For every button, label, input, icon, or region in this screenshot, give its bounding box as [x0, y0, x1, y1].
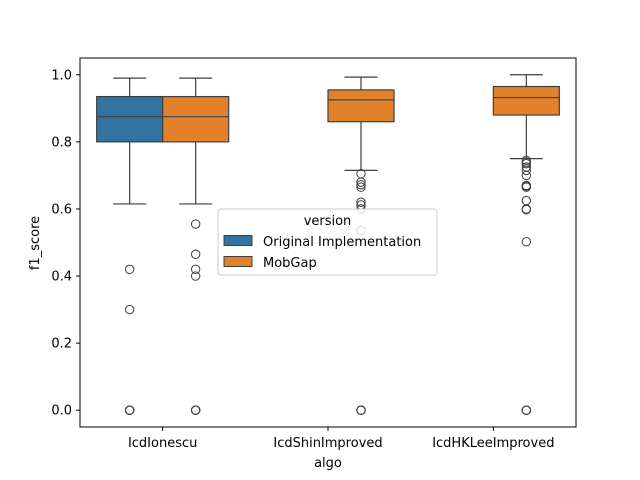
outlier-point: [356, 405, 366, 415]
x-tick-label: IcdIonescu: [128, 436, 197, 451]
outlier-point: [521, 170, 532, 181]
outlier-point: [190, 249, 201, 259]
outlier-point: [356, 182, 366, 192]
outlier-point: [356, 177, 366, 187]
outlier-point: [521, 237, 532, 247]
box-mobgap-icdshinimproved: [327, 89, 395, 123]
plot-area: [96, 74, 560, 415]
outlier-point: [190, 264, 201, 275]
outlier-point: [356, 180, 366, 190]
outlier-point: [124, 264, 135, 275]
y-tick-label: 0.8: [51, 135, 72, 150]
legend-swatch-mobgap: [223, 256, 253, 267]
box-original-implementation-icdionescu: [96, 95, 164, 143]
y-tick-label: 1.0: [51, 68, 72, 83]
y-tick-label: 0.6: [51, 202, 72, 217]
legend-swatch-original-implementation: [223, 235, 253, 246]
box-mobgap-icdhkleeimproved: [492, 85, 560, 116]
outlier-point: [521, 182, 532, 192]
legend-label-original-implementation: Original Implementation: [263, 235, 421, 250]
outlier-point: [190, 405, 201, 415]
outlier-point: [521, 405, 532, 415]
outlier-point: [190, 271, 201, 281]
legend-frame: [217, 208, 438, 276]
outlier-point: [124, 304, 135, 315]
outlier-point: [124, 405, 135, 415]
y-axis-label: f1_score: [28, 216, 43, 270]
box-mobgap-icdionescu: [162, 95, 230, 143]
legend: version Original Implementation MobGap: [217, 208, 438, 276]
outlier-point: [356, 197, 366, 207]
outlier-point: [521, 158, 532, 169]
x-tick-label: IcdShinImproved: [273, 436, 382, 451]
y-tick-label: 0.0: [51, 404, 72, 419]
legend-label-mobgap: MobGap: [263, 256, 317, 271]
legend-title: version: [304, 214, 352, 229]
axes: 0.0 0.2 0.4 0.6 0.8 1.0 IcdIonescu IcdShinImpro…: [51, 57, 577, 451]
outlier-point: [190, 219, 201, 229]
outlier-point: [521, 165, 532, 176]
x-axis-label: algo: [314, 456, 342, 471]
outlier-point: [521, 204, 532, 215]
y-tick-label: 0.4: [51, 270, 72, 285]
x-tick-label: IcdHKLeeImproved: [432, 436, 554, 451]
y-tick-label: 0.2: [51, 337, 72, 352]
